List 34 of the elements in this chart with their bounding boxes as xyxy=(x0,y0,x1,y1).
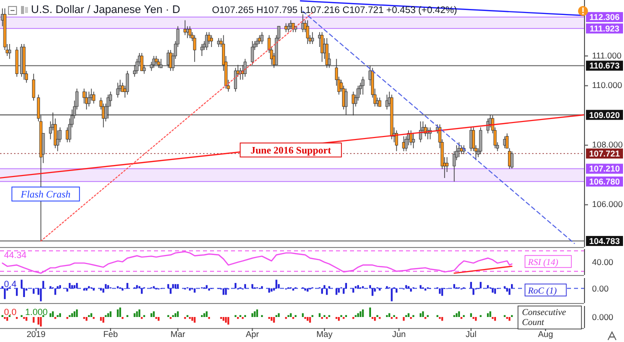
y-tick-label: 106.000 xyxy=(592,199,623,210)
ref-line-label: 111.923 xyxy=(590,23,620,34)
annotation: 44.34 xyxy=(4,250,27,260)
annotation: Flash Crash xyxy=(20,190,71,201)
text: Consecutive Count xyxy=(522,307,566,327)
annotation: 1.000 xyxy=(25,307,48,317)
y-tick-label: 108.000 xyxy=(592,140,623,150)
ref-line-label: 107.721 xyxy=(589,148,620,159)
x-tick-label: May xyxy=(316,329,334,339)
text: 0.00 xyxy=(592,283,609,294)
x-tick-label: Jul xyxy=(466,329,477,339)
x-tick-label: Jun xyxy=(392,329,406,339)
text: 0.000 xyxy=(592,312,614,322)
text: O107.265 H107.795 L107.216 C107.721 +0.453 (+0.42%) xyxy=(212,5,458,16)
ref-line-label: 106.780 xyxy=(589,176,620,187)
annotation: June 2016 Support xyxy=(250,145,332,156)
x-tick-label: Mar xyxy=(170,329,186,339)
y-tick-label: 110.000 xyxy=(592,80,622,90)
series-label: RoC (1) xyxy=(527,286,557,296)
x-tick-label: Apr xyxy=(246,329,260,339)
ref-line-label: 110.673 xyxy=(589,60,620,71)
x-tick-label: 2019 xyxy=(26,329,46,339)
x-tick-label: Aug xyxy=(538,329,554,339)
x-tick-label: Feb xyxy=(103,329,118,339)
ref-line-label: 107.210 xyxy=(589,164,620,174)
annotation: 0.4 xyxy=(4,279,17,289)
series-label: RSI (14) xyxy=(527,257,558,267)
ref-line-label: 104.783 xyxy=(589,236,620,246)
ref-line-label: 109.020 xyxy=(589,110,620,120)
y-tick-label: 111.000 xyxy=(592,50,622,60)
text: 40.00 xyxy=(592,257,614,267)
ref-line-label: 112.306 xyxy=(589,12,620,22)
annotation: 0.0 xyxy=(4,307,17,317)
chart-title: U.S. Dollar / Japanese Yen · D xyxy=(31,4,180,16)
